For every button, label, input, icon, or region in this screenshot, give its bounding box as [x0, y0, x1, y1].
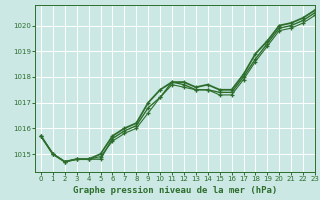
X-axis label: Graphe pression niveau de la mer (hPa): Graphe pression niveau de la mer (hPa): [73, 186, 277, 195]
